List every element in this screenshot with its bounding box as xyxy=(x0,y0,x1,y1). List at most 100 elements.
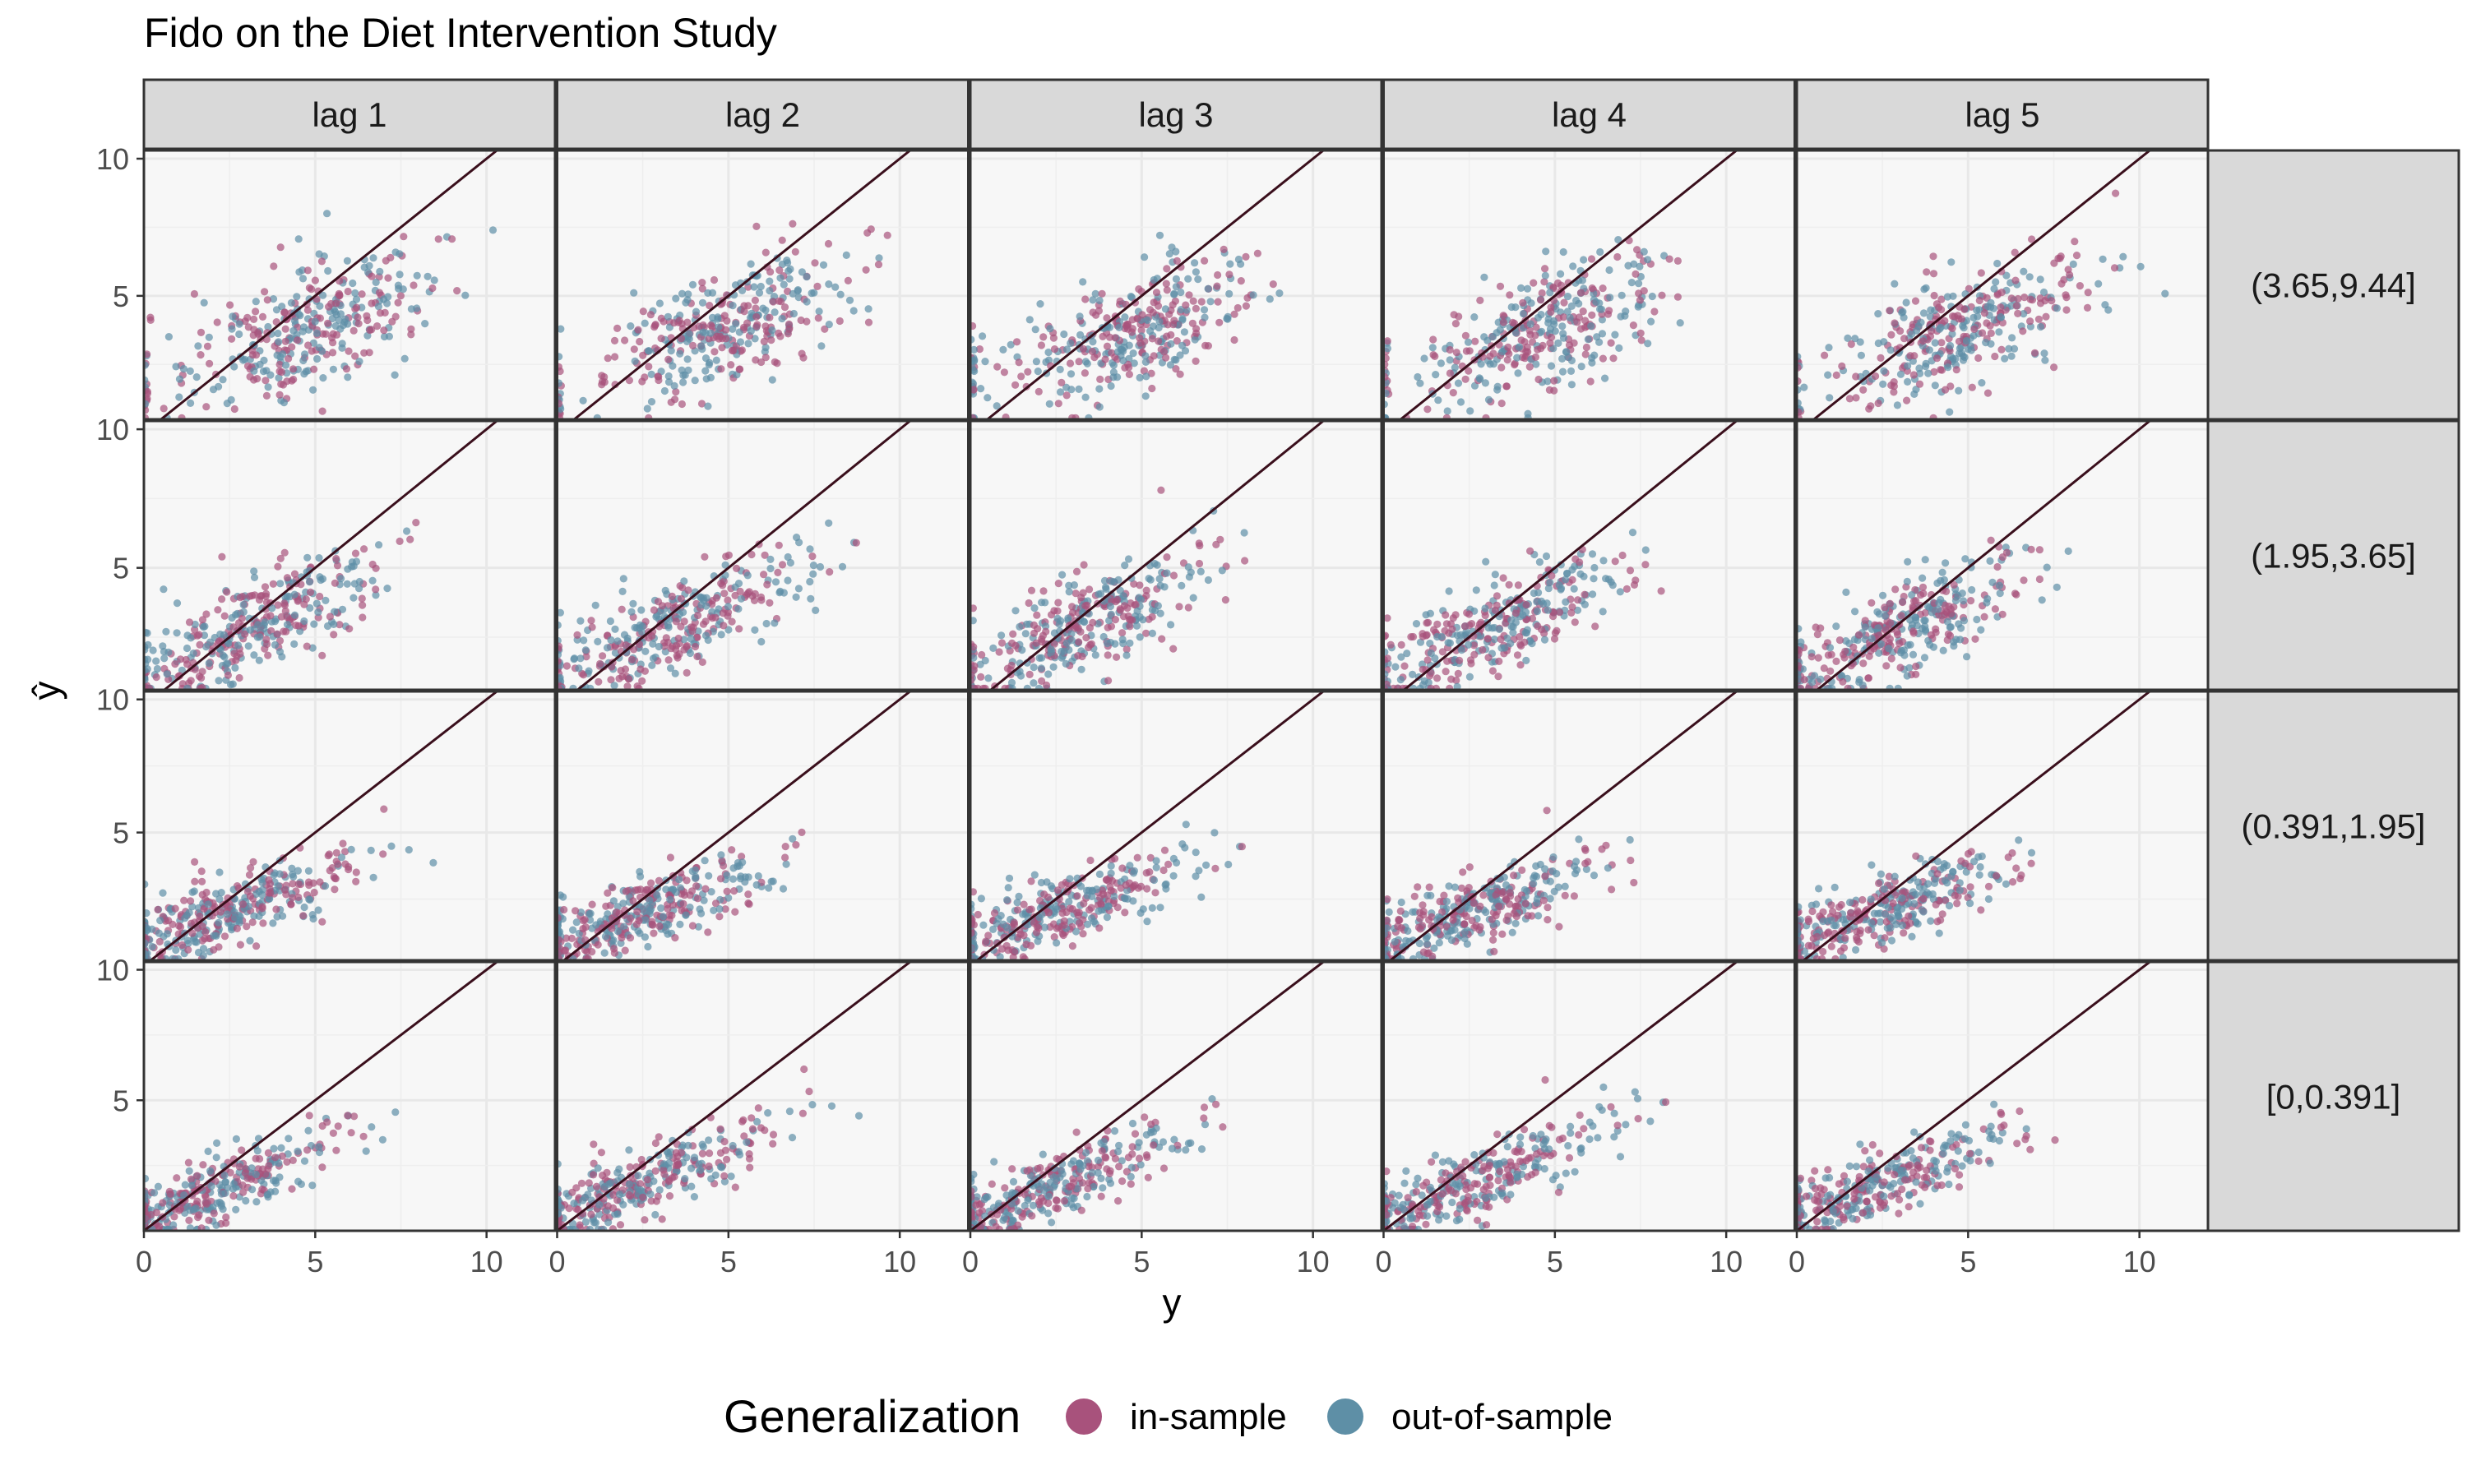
data-point-out-of-sample xyxy=(1066,875,1074,883)
data-point-in-sample xyxy=(826,568,834,576)
data-point-in-sample xyxy=(1499,888,1507,896)
data-point-out-of-sample xyxy=(1136,373,1144,381)
data-point-out-of-sample xyxy=(1955,620,1963,628)
data-point-out-of-sample xyxy=(1430,944,1438,952)
data-point-out-of-sample xyxy=(300,370,308,378)
data-point-in-sample xyxy=(680,645,688,654)
data-point-in-sample xyxy=(621,946,629,955)
data-point-out-of-sample xyxy=(1855,676,1863,684)
data-point-out-of-sample xyxy=(1034,684,1044,690)
data-point-in-sample xyxy=(1397,924,1405,932)
data-point-out-of-sample xyxy=(737,594,746,603)
data-point-in-sample xyxy=(1923,268,1931,276)
data-point-in-sample xyxy=(1242,252,1250,261)
data-point-in-sample xyxy=(1937,339,1946,347)
data-point-out-of-sample xyxy=(1604,864,1612,872)
data-point-out-of-sample xyxy=(337,853,346,862)
data-point-out-of-sample xyxy=(265,895,273,903)
data-point-out-of-sample xyxy=(712,356,720,364)
data-point-in-sample xyxy=(1449,389,1457,397)
data-point-out-of-sample xyxy=(647,398,656,406)
data-point-out-of-sample xyxy=(1628,529,1637,537)
data-point-out-of-sample xyxy=(1599,557,1608,565)
data-point-in-sample xyxy=(258,312,267,321)
data-point-in-sample xyxy=(354,313,362,321)
data-point-out-of-sample xyxy=(976,660,984,668)
data-point-in-sample xyxy=(1479,645,1487,654)
data-point-out-of-sample xyxy=(684,290,692,298)
data-point-out-of-sample xyxy=(1514,369,1522,377)
data-point-in-sample xyxy=(331,579,339,587)
data-point-in-sample xyxy=(351,549,360,557)
data-point-out-of-sample xyxy=(1127,293,1135,301)
facet-panel xyxy=(1795,419,2210,691)
data-point-in-sample xyxy=(557,948,563,956)
data-point-out-of-sample xyxy=(1567,302,1576,310)
data-point-in-sample xyxy=(609,884,617,892)
data-point-out-of-sample xyxy=(1626,835,1634,844)
data-point-out-of-sample xyxy=(1192,268,1200,276)
data-point-out-of-sample xyxy=(641,916,650,924)
data-point-out-of-sample xyxy=(1598,316,1606,324)
data-point-out-of-sample xyxy=(1875,610,1883,618)
data-point-out-of-sample xyxy=(557,379,563,387)
data-point-out-of-sample xyxy=(1588,354,1596,362)
data-point-in-sample xyxy=(407,325,415,333)
data-point-out-of-sample xyxy=(1135,594,1143,602)
data-point-in-sample xyxy=(1111,334,1119,342)
data-point-in-sample xyxy=(1607,339,1615,347)
data-point-out-of-sample xyxy=(1924,369,1932,377)
data-point-out-of-sample xyxy=(1194,275,1202,284)
data-point-in-sample xyxy=(1242,302,1250,310)
data-point-out-of-sample xyxy=(1496,326,1504,334)
facet-panel xyxy=(142,690,557,962)
data-point-out-of-sample xyxy=(694,922,703,931)
reference-line xyxy=(164,421,498,690)
data-point-out-of-sample xyxy=(1557,585,1566,593)
data-point-in-sample xyxy=(1636,329,1645,337)
data-point-out-of-sample xyxy=(374,303,382,311)
data-point-out-of-sample xyxy=(1173,858,1181,867)
data-point-out-of-sample xyxy=(1118,636,1127,644)
data-point-out-of-sample xyxy=(1959,597,1968,605)
data-point-in-sample xyxy=(241,630,249,638)
data-point-in-sample xyxy=(1960,305,1969,313)
data-point-out-of-sample xyxy=(1647,317,1655,326)
data-point-out-of-sample xyxy=(1797,638,1805,646)
data-point-in-sample xyxy=(668,592,676,601)
data-point-in-sample xyxy=(245,592,254,600)
data-point-in-sample xyxy=(1446,369,1454,377)
data-point-in-sample xyxy=(380,805,388,813)
data-point-out-of-sample xyxy=(1042,622,1050,631)
data-point-out-of-sample xyxy=(1885,645,1893,653)
data-point-out-of-sample xyxy=(1874,624,1882,632)
data-point-out-of-sample xyxy=(1950,638,1958,646)
data-point-out-of-sample xyxy=(970,617,977,625)
data-point-out-of-sample xyxy=(1982,339,1990,347)
data-point-out-of-sample xyxy=(1454,379,1463,387)
data-point-out-of-sample xyxy=(144,640,152,650)
data-point-in-sample xyxy=(2011,248,2019,257)
data-point-in-sample xyxy=(309,879,317,887)
data-point-out-of-sample xyxy=(698,298,707,307)
data-point-out-of-sample xyxy=(1904,641,1912,650)
data-point-in-sample xyxy=(1163,265,1171,273)
data-point-in-sample xyxy=(253,375,262,383)
data-point-in-sample xyxy=(1486,352,1494,360)
data-point-out-of-sample xyxy=(569,926,577,934)
data-point-in-sample xyxy=(1009,630,1017,638)
data-point-out-of-sample xyxy=(1049,663,1058,671)
data-point-out-of-sample xyxy=(1189,594,1197,602)
data-point-in-sample xyxy=(1082,634,1090,642)
data-point-in-sample xyxy=(339,839,347,848)
data-point-in-sample xyxy=(729,346,738,355)
data-point-in-sample xyxy=(2020,294,2029,302)
data-point-out-of-sample xyxy=(1851,608,1859,616)
data-point-in-sample xyxy=(632,886,640,895)
data-point-out-of-sample xyxy=(1036,300,1044,308)
data-point-in-sample xyxy=(1032,639,1040,647)
data-point-in-sample xyxy=(1897,612,1905,620)
data-point-out-of-sample xyxy=(299,275,308,283)
data-point-in-sample xyxy=(236,941,244,949)
